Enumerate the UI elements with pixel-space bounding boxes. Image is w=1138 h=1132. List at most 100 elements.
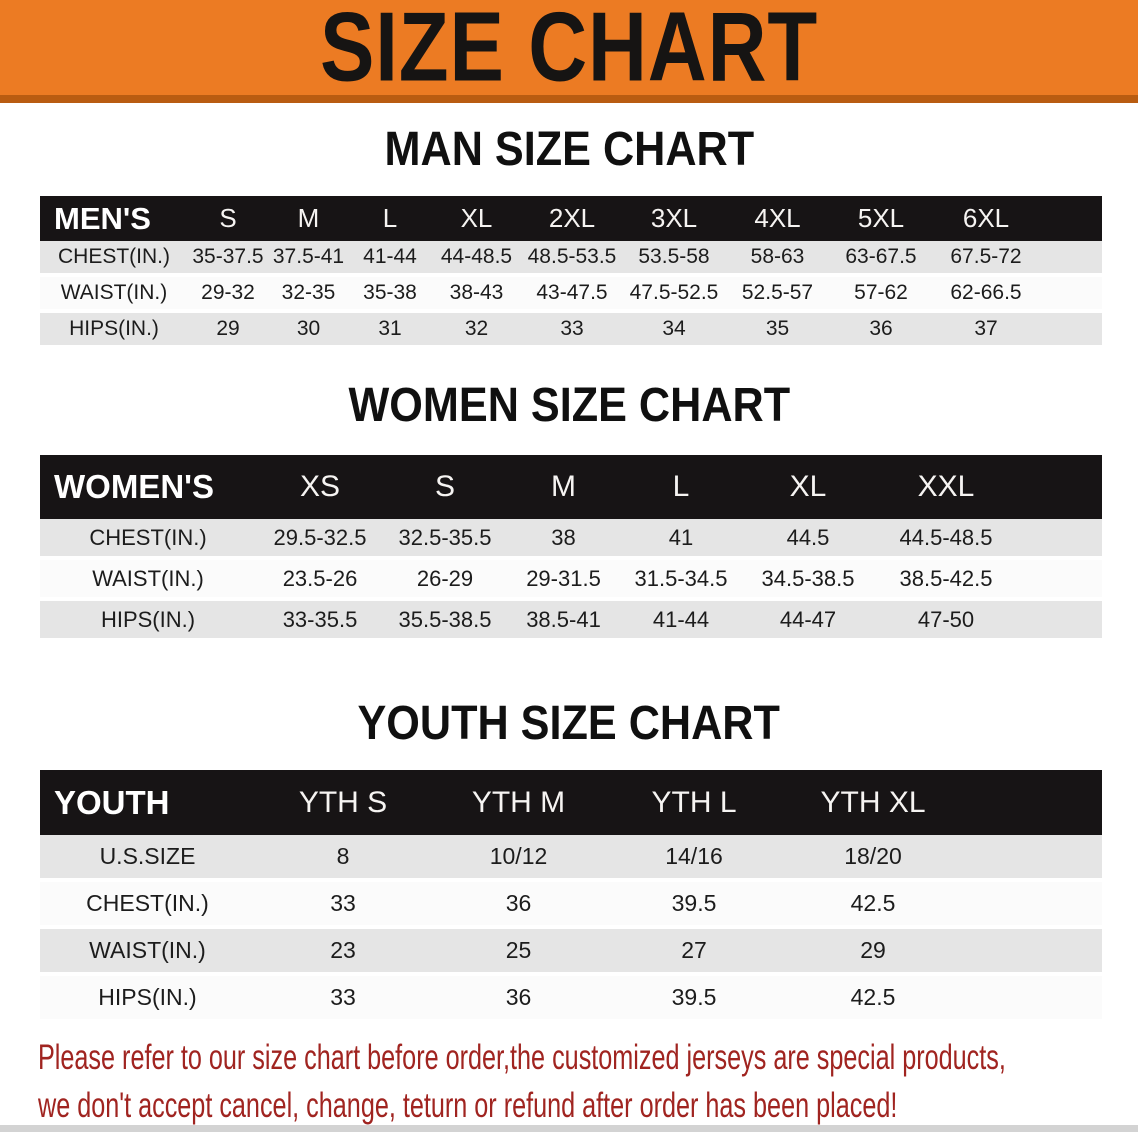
size-value-cell: 41-44 bbox=[621, 601, 741, 642]
size-value-cell: 33-35.5 bbox=[256, 601, 384, 642]
filler-cell bbox=[1017, 560, 1102, 601]
size-value-cell: 37 bbox=[933, 313, 1039, 349]
section-heading-women: WOMEN SIZE CHART bbox=[0, 378, 1138, 433]
size-value-cell: 52.5-57 bbox=[726, 277, 829, 313]
size-value-cell: 53.5-58 bbox=[622, 241, 726, 277]
size-value-cell: 25 bbox=[431, 929, 606, 976]
section-heading-women-text: WOMEN SIZE CHART bbox=[348, 379, 790, 432]
size-value-cell: 31 bbox=[349, 313, 431, 349]
size-value-cell: 38 bbox=[506, 519, 621, 560]
table-corner-label: WOMEN'S bbox=[40, 455, 256, 519]
size-value-cell: 41 bbox=[621, 519, 741, 560]
header-filler-cell bbox=[1039, 196, 1102, 241]
row-label: WAIST(IN.) bbox=[40, 560, 256, 601]
size-value-cell: 39.5 bbox=[606, 882, 782, 929]
size-value-cell: 44.5 bbox=[741, 519, 875, 560]
filler-cell bbox=[964, 882, 1102, 929]
size-value-cell: 29 bbox=[188, 313, 268, 349]
table-header-row: WOMEN'S XS S M L XL XXL bbox=[40, 455, 1102, 519]
size-value-cell: 44-48.5 bbox=[431, 241, 522, 277]
size-value-cell: 44-47 bbox=[741, 601, 875, 642]
filler-cell bbox=[964, 835, 1102, 882]
table-row: CHEST(IN.) 33 36 39.5 42.5 bbox=[40, 882, 1102, 929]
disclaimer-line-1: Please refer to our size chart before or… bbox=[38, 1038, 1006, 1077]
table-row: HIPS(IN.) 33 36 39.5 42.5 bbox=[40, 976, 1102, 1023]
filler-cell bbox=[1039, 241, 1102, 277]
size-value-cell: 29-31.5 bbox=[506, 560, 621, 601]
size-value-cell: 35.5-38.5 bbox=[384, 601, 506, 642]
womens-size-table: WOMEN'S XS S M L XL XXL CHEST(IN.) 29.5-… bbox=[40, 455, 1102, 642]
size-header-cell: M bbox=[268, 196, 349, 241]
size-value-cell: 42.5 bbox=[782, 976, 964, 1023]
size-value-cell: 47.5-52.5 bbox=[622, 277, 726, 313]
size-value-cell: 43-47.5 bbox=[522, 277, 622, 313]
size-value-cell: 35-38 bbox=[349, 277, 431, 313]
size-header-cell: L bbox=[349, 196, 431, 241]
size-value-cell: 10/12 bbox=[431, 835, 606, 882]
size-value-cell: 14/16 bbox=[606, 835, 782, 882]
size-value-cell: 35-37.5 bbox=[188, 241, 268, 277]
table-row: WAIST(IN.) 23.5-26 26-29 29-31.5 31.5-34… bbox=[40, 560, 1102, 601]
table-row: WAIST(IN.) 23 25 27 29 bbox=[40, 929, 1102, 976]
size-value-cell: 30 bbox=[268, 313, 349, 349]
table-row: CHEST(IN.) 35-37.5 37.5-41 41-44 44-48.5… bbox=[40, 241, 1102, 277]
size-value-cell: 32.5-35.5 bbox=[384, 519, 506, 560]
size-value-cell: 38-43 bbox=[431, 277, 522, 313]
disclaimer-line-2: we don't accept cancel, change, teturn o… bbox=[38, 1086, 898, 1125]
size-value-cell: 34.5-38.5 bbox=[741, 560, 875, 601]
size-value-cell: 42.5 bbox=[782, 882, 964, 929]
size-chart-banner: SIZE CHART bbox=[0, 0, 1138, 103]
table-corner-label: YOUTH bbox=[40, 770, 255, 835]
size-header-cell: YTH S bbox=[255, 770, 431, 835]
row-label: CHEST(IN.) bbox=[40, 241, 188, 277]
row-label: HIPS(IN.) bbox=[40, 313, 188, 349]
size-value-cell: 67.5-72 bbox=[933, 241, 1039, 277]
size-header-cell: XL bbox=[741, 455, 875, 519]
size-header-cell: S bbox=[188, 196, 268, 241]
size-value-cell: 27 bbox=[606, 929, 782, 976]
size-header-cell: YTH XL bbox=[782, 770, 964, 835]
size-header-cell: 4XL bbox=[726, 196, 829, 241]
filler-cell bbox=[1017, 519, 1102, 560]
banner-title: SIZE CHART bbox=[319, 0, 819, 103]
section-heading-youth: YOUTH SIZE CHART bbox=[0, 696, 1138, 751]
size-value-cell: 38.5-42.5 bbox=[875, 560, 1017, 601]
size-header-cell: YTH L bbox=[606, 770, 782, 835]
size-value-cell: 29-32 bbox=[188, 277, 268, 313]
row-label: WAIST(IN.) bbox=[40, 929, 255, 976]
section-heading-men: MAN SIZE CHART bbox=[0, 122, 1138, 177]
size-value-cell: 31.5-34.5 bbox=[621, 560, 741, 601]
size-header-cell: XXL bbox=[875, 455, 1017, 519]
size-header-cell: M bbox=[506, 455, 621, 519]
size-header-cell: XL bbox=[431, 196, 522, 241]
size-value-cell: 33 bbox=[255, 976, 431, 1023]
section-heading-youth-text: YOUTH SIZE CHART bbox=[357, 697, 781, 750]
size-value-cell: 26-29 bbox=[384, 560, 506, 601]
size-value-cell: 32-35 bbox=[268, 277, 349, 313]
size-header-cell: XS bbox=[256, 455, 384, 519]
size-value-cell: 57-62 bbox=[829, 277, 933, 313]
filler-cell bbox=[964, 976, 1102, 1023]
size-value-cell: 36 bbox=[431, 882, 606, 929]
row-label: HIPS(IN.) bbox=[40, 601, 256, 642]
table-header-row: YOUTH YTH S YTH M YTH L YTH XL bbox=[40, 770, 1102, 835]
table-corner-label: MEN'S bbox=[40, 196, 188, 241]
size-value-cell: 62-66.5 bbox=[933, 277, 1039, 313]
size-value-cell: 38.5-41 bbox=[506, 601, 621, 642]
size-value-cell: 36 bbox=[829, 313, 933, 349]
filler-cell bbox=[1039, 313, 1102, 349]
table-row: CHEST(IN.) 29.5-32.5 32.5-35.5 38 41 44.… bbox=[40, 519, 1102, 560]
youth-size-table: YOUTH YTH S YTH M YTH L YTH XL U.S.SIZE … bbox=[40, 770, 1102, 1023]
filler-cell bbox=[1017, 601, 1102, 642]
filler-cell bbox=[964, 929, 1102, 976]
size-value-cell: 47-50 bbox=[875, 601, 1017, 642]
table-row: HIPS(IN.) 29 30 31 32 33 34 35 36 37 bbox=[40, 313, 1102, 349]
size-value-cell: 44.5-48.5 bbox=[875, 519, 1017, 560]
table-row: WAIST(IN.) 29-32 32-35 35-38 38-43 43-47… bbox=[40, 277, 1102, 313]
section-heading-men-text: MAN SIZE CHART bbox=[384, 123, 754, 176]
size-value-cell: 58-63 bbox=[726, 241, 829, 277]
size-value-cell: 34 bbox=[622, 313, 726, 349]
filler-cell bbox=[1039, 277, 1102, 313]
size-value-cell: 29 bbox=[782, 929, 964, 976]
size-header-cell: L bbox=[621, 455, 741, 519]
